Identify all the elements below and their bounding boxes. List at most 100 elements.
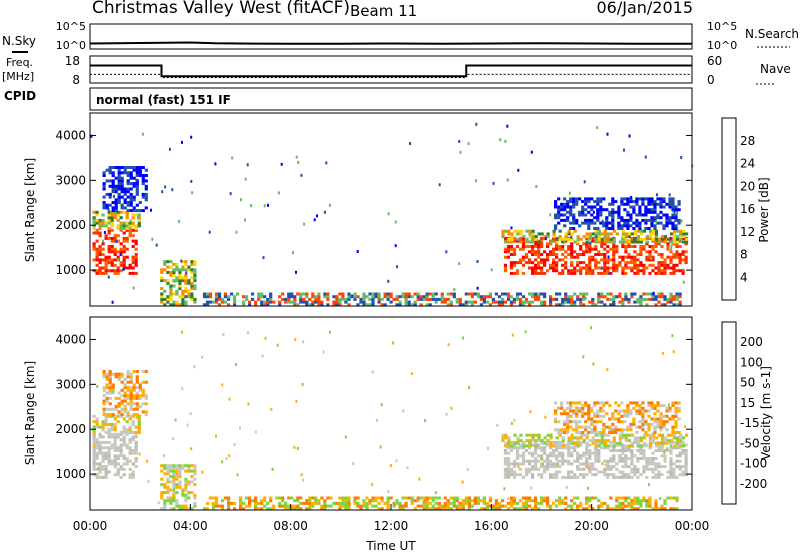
power-cell <box>660 271 664 275</box>
velocity-cell <box>175 472 179 476</box>
velocity-cell <box>114 372 118 376</box>
power-cell <box>552 258 556 262</box>
power-cell <box>129 209 133 213</box>
power-cell <box>603 242 607 246</box>
power-cell <box>98 227 102 230</box>
velocity-cell <box>671 425 675 429</box>
velocity-cell <box>260 501 264 505</box>
power-cell <box>657 271 661 275</box>
freq-left-tick-bottom: 8 <box>72 73 80 87</box>
power-cell <box>131 234 135 238</box>
velocity-cell <box>674 431 678 434</box>
power-cell <box>519 232 523 236</box>
velocity-cell <box>503 449 508 452</box>
power-cell <box>648 297 652 301</box>
velocity-cell <box>558 441 562 445</box>
velocity-cell <box>102 413 106 417</box>
velocity-scatter <box>661 351 664 355</box>
power-cell <box>134 255 138 259</box>
velocity-cell <box>600 504 604 508</box>
power-cell <box>92 247 96 251</box>
velocity-cell <box>160 496 164 500</box>
velocity-cell <box>95 440 99 444</box>
power-cell <box>107 213 111 217</box>
power-cell <box>660 303 664 307</box>
velocity-cell <box>555 504 559 508</box>
velocity-cell <box>464 496 468 500</box>
velocity-scatter <box>424 419 427 423</box>
velocity-cell <box>575 431 579 434</box>
ytick-label: 3000 <box>55 377 86 391</box>
xtick-label: 12:00 <box>374 519 409 533</box>
power-cell <box>573 250 577 254</box>
velocity-cell <box>233 507 237 511</box>
velocity-cell <box>612 465 616 469</box>
power-cell <box>383 303 387 307</box>
velocity-cell <box>602 422 606 426</box>
velocity-cell <box>671 401 675 405</box>
power-cell <box>543 300 547 304</box>
velocity-cell <box>178 466 182 470</box>
power-cell <box>509 300 514 304</box>
power-cell <box>650 224 654 228</box>
power-cell <box>588 271 592 275</box>
velocity-cell <box>566 425 570 429</box>
velocity-cell <box>347 507 351 511</box>
velocity-cell <box>624 457 628 460</box>
velocity-cell <box>672 507 676 511</box>
velocity-scatter <box>544 415 547 419</box>
power-cell <box>125 266 129 270</box>
velocity-cell <box>590 431 594 434</box>
velocity-cell <box>208 496 213 500</box>
power-cell <box>600 300 604 304</box>
power-cell <box>639 229 643 233</box>
velocity-cell <box>119 467 123 471</box>
power-cell <box>672 271 676 275</box>
velocity-cell <box>555 473 559 477</box>
velocity-cell <box>401 504 405 508</box>
power-cell <box>187 295 191 299</box>
power-cell <box>120 182 124 186</box>
power-cell <box>138 174 142 177</box>
velocity-cell <box>633 439 637 443</box>
velocity-cell <box>671 431 675 434</box>
power-cell <box>611 202 615 206</box>
velocity-cell <box>579 457 583 460</box>
velocity-cell <box>476 499 480 503</box>
velocity-cell <box>660 449 664 452</box>
power-cell <box>557 216 561 220</box>
velocity-cell <box>653 412 657 416</box>
power-cell <box>166 265 170 269</box>
velocity-cell <box>603 459 607 463</box>
power-scatter <box>499 138 502 142</box>
power-cell <box>678 253 682 256</box>
velocity-cell <box>566 428 570 432</box>
velocity-cell <box>116 473 120 477</box>
velocity-cell <box>193 504 197 508</box>
power-cell <box>193 276 197 280</box>
power-cell <box>663 258 667 262</box>
velocity-cell <box>178 485 182 489</box>
power-cell <box>497 295 502 299</box>
power-cell <box>660 237 665 241</box>
velocity-cell <box>639 446 643 450</box>
velocity-cell <box>329 504 333 508</box>
power-cell <box>593 221 597 225</box>
power-cell <box>653 200 657 204</box>
power-cell <box>587 218 591 222</box>
power-cell <box>558 237 562 241</box>
velocity-cell <box>582 451 586 455</box>
power-cell <box>549 295 553 299</box>
velocity-colorbar-tick-label: -50 <box>740 436 760 450</box>
velocity-cell <box>506 475 511 479</box>
power-cell <box>638 221 642 225</box>
velocity-scatter <box>450 406 453 410</box>
velocity-cell <box>668 406 672 410</box>
power-cell <box>570 300 574 304</box>
power-cell <box>630 236 634 240</box>
velocity-cell <box>597 459 601 463</box>
power-cell <box>540 269 544 273</box>
velocity-cell <box>588 451 592 455</box>
velocity-cell <box>449 501 453 505</box>
power-cell <box>98 224 102 228</box>
